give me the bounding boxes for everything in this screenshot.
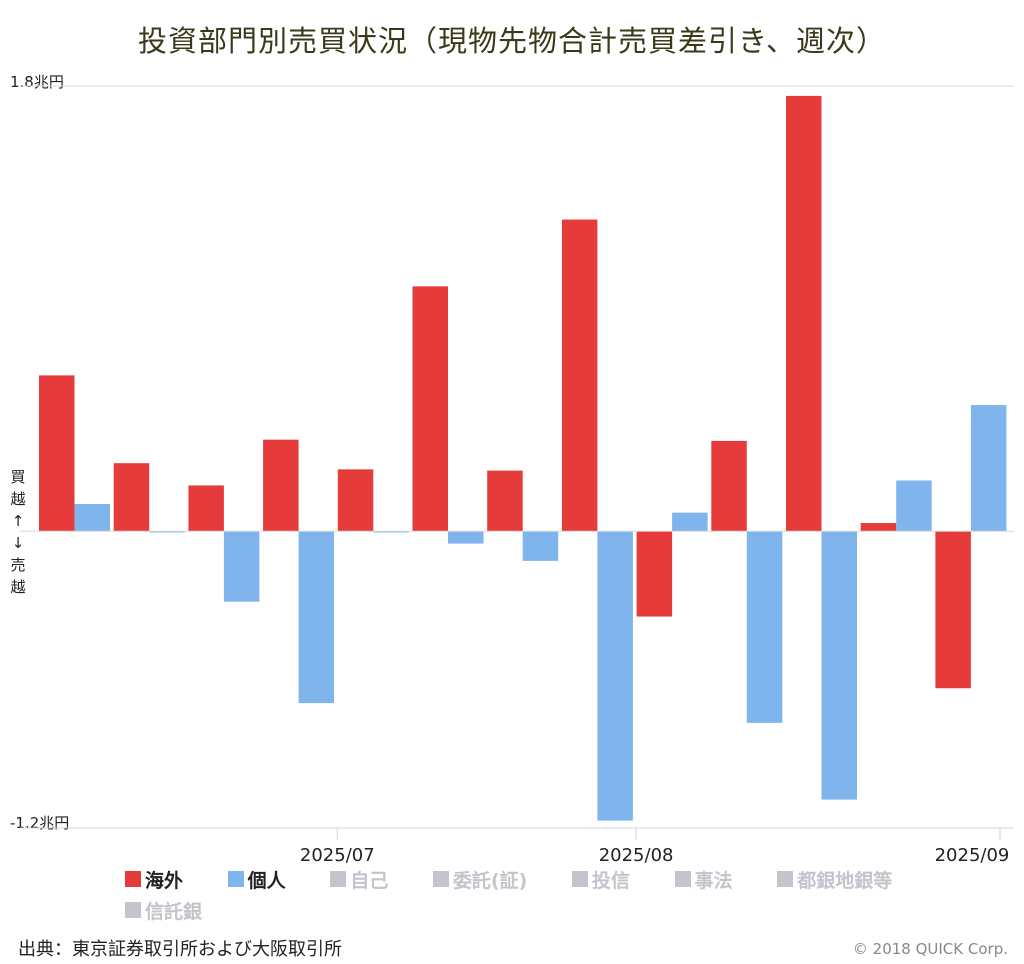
side-note-char: 買 [10, 468, 26, 486]
legend-label: 投信 [591, 869, 630, 892]
bar-overseas[interactable] [412, 286, 449, 532]
legend-label: 事法 [694, 869, 733, 892]
bar-individual[interactable] [223, 531, 260, 602]
legend-label: 委託(証) [452, 869, 528, 892]
bar-overseas[interactable] [860, 523, 897, 532]
legend-swatch [330, 871, 347, 887]
chart-title: 投資部門別売買状況（現物先物合計売買差引き、週次） [138, 24, 886, 58]
bar-individual[interactable] [896, 480, 932, 532]
legend-item-investment-trust[interactable]: 投信 [571, 866, 630, 892]
side-note-char: 売 [10, 556, 26, 574]
bar-overseas[interactable] [636, 531, 673, 617]
legend-swatch [125, 902, 141, 918]
bar-chart: 2025/07 2025/08 2025/09 [20, 85, 1014, 866]
bar-overseas[interactable] [39, 375, 75, 532]
legend-swatch [571, 871, 588, 887]
x-tick-label: 2025/09 [935, 845, 1010, 866]
legend-swatch [777, 871, 794, 887]
side-note-char: 越 [10, 578, 26, 596]
legend-row-2: 信託銀 [125, 897, 240, 923]
buy-sell-direction-note: 買 越 ↑ ↓ 売 越 [7, 466, 29, 598]
legend: 海外 個人 自己 委託(証) 投信 事法 都銀地銀等 [125, 866, 925, 892]
copyright: © 2018 QUICK Corp. [852, 940, 1008, 958]
bar-individual[interactable] [970, 405, 1007, 532]
bar-individual[interactable] [373, 531, 409, 533]
legend-swatch [432, 871, 449, 887]
bar-overseas[interactable] [786, 95, 822, 532]
legend-item-trust-bank[interactable]: 信託銀 [125, 897, 202, 923]
x-tick-label: 2025/08 [599, 845, 674, 866]
bar-overseas[interactable] [561, 219, 598, 532]
legend-item-business-corp[interactable]: 事法 [674, 866, 733, 892]
bar-individual[interactable] [448, 531, 484, 544]
bar-overseas[interactable] [487, 470, 523, 532]
legend-swatch [227, 871, 244, 887]
legend-item-overseas[interactable]: 海外 [125, 866, 183, 892]
bar-individual[interactable] [746, 531, 783, 723]
source-note: 出典：東京証券取引所および大阪取引所 [18, 939, 342, 960]
bar-overseas[interactable] [113, 463, 150, 532]
side-note-char: ↑ [11, 512, 25, 530]
bar-overseas[interactable] [337, 469, 374, 532]
bar-overseas[interactable] [263, 439, 299, 532]
legend-label: 海外 [145, 869, 184, 892]
legend-swatch [125, 871, 141, 887]
bar-individual[interactable] [821, 531, 858, 800]
side-note-char: ↓ [11, 534, 25, 552]
bar-individual[interactable] [672, 512, 708, 532]
legend-label: 自己 [350, 869, 389, 892]
legend-item-proprietary[interactable]: 自己 [330, 866, 388, 892]
bars-group [39, 95, 1007, 821]
legend-item-brokerage[interactable]: 委託(証) [432, 866, 528, 892]
bar-overseas[interactable] [188, 485, 224, 532]
bar-overseas[interactable] [711, 440, 747, 532]
bar-individual[interactable] [597, 531, 633, 821]
legend-item-banks[interactable]: 都銀地銀等 [777, 866, 892, 892]
bar-individual[interactable] [522, 531, 559, 561]
legend-label: 個人 [247, 869, 286, 892]
legend-swatch [674, 871, 691, 887]
bar-individual[interactable] [298, 531, 335, 704]
bar-individual[interactable] [149, 531, 185, 533]
bar-overseas[interactable] [935, 531, 971, 689]
x-axis-ticks: 2025/07 2025/08 2025/09 [300, 828, 1009, 866]
legend-label: 信託銀 [145, 900, 203, 923]
legend-label: 都銀地銀等 [797, 869, 893, 892]
bar-individual[interactable] [74, 503, 111, 532]
legend-item-individual[interactable]: 個人 [227, 866, 286, 892]
side-note-char: 越 [10, 490, 26, 508]
x-tick-label: 2025/07 [300, 845, 375, 866]
